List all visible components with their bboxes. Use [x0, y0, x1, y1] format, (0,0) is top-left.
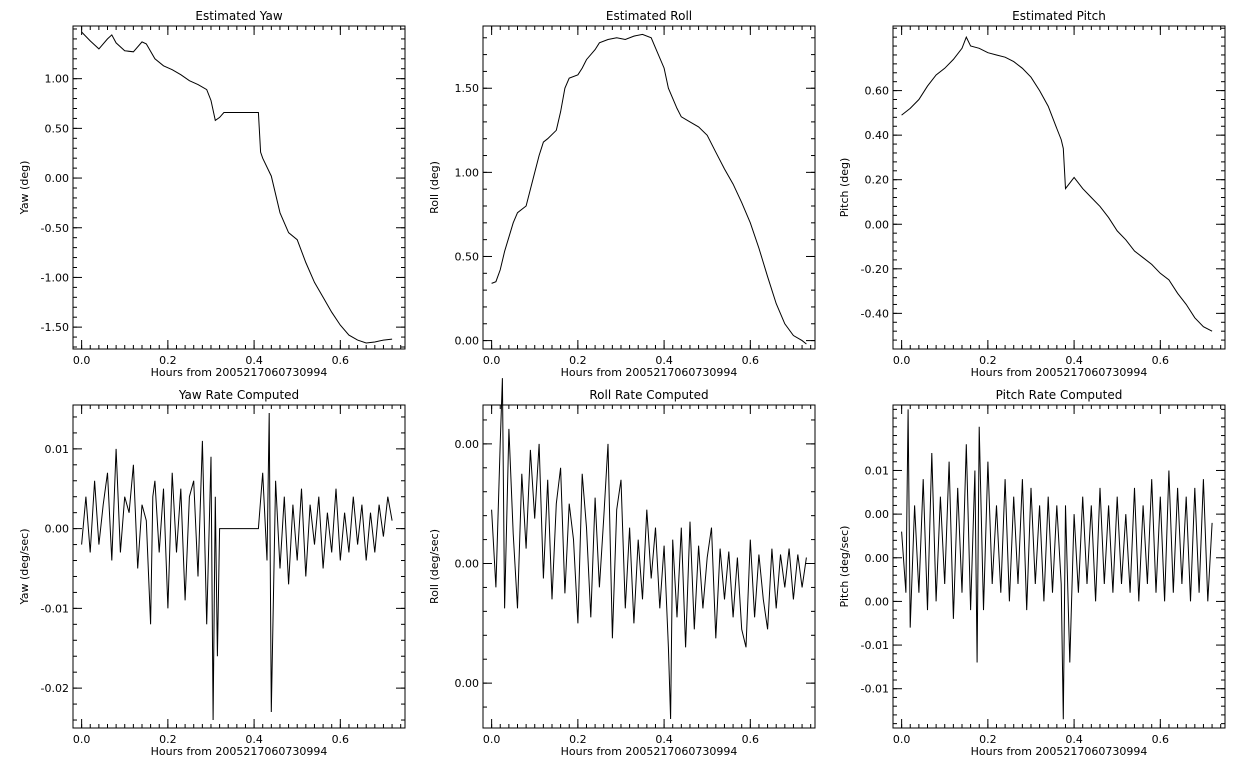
yaw-rate-x-tick-label: 0.6 — [332, 733, 350, 746]
pitch-rate-plot-frame — [892, 404, 1226, 729]
roll-rate-y-tick-label: 0.00 — [455, 677, 480, 690]
yaw-title: Estimated Yaw — [195, 9, 282, 23]
pitch-plot-frame — [892, 25, 1226, 350]
pitch-x-tick-label: 0.0 — [893, 354, 911, 367]
roll-rate-title: Roll Rate Computed — [589, 388, 708, 402]
roll-rate-x-tick-label: 0.6 — [742, 733, 760, 746]
pitch-x-tick-label: 0.2 — [979, 354, 997, 367]
yaw-rate-y-tick-label: -0.01 — [41, 602, 69, 615]
pitch-rate-x-axis-label: Hours from 2005217060730994 — [971, 745, 1148, 758]
pitch-rate-x-tick-label: 0.2 — [979, 733, 997, 746]
roll-title: Estimated Roll — [606, 9, 692, 23]
pitch-y-tick-label: -0.40 — [861, 307, 889, 320]
pitch-rate-series-line — [901, 409, 1213, 720]
yaw-y-tick-label: 0.50 — [45, 122, 70, 135]
yaw-x-tick-label: 0.0 — [73, 354, 91, 367]
yaw-y-tick-label: 1.00 — [45, 73, 70, 86]
yaw-rate-plot-frame — [72, 404, 406, 729]
yaw-y-tick-label: -1.50 — [41, 321, 69, 334]
roll-rate-x-tick-label: 0.0 — [483, 733, 501, 746]
yaw-rate-x-axis-label: Hours from 2005217060730994 — [151, 745, 328, 758]
roll-x-tick-label: 0.2 — [569, 354, 587, 367]
yaw-series-line — [81, 31, 393, 344]
roll-rate-y-axis-label: Roll (deg/sec) — [428, 529, 441, 604]
pitch-rate-y-tick-label: 0.00 — [865, 552, 890, 565]
pitch-rate-x-tick-label: 0.4 — [1065, 733, 1083, 746]
roll-rate-y-tick-label: 0.00 — [455, 438, 480, 451]
yaw-rate-x-tick-label: 0.4 — [245, 733, 263, 746]
roll-y-tick-label: 0.50 — [455, 250, 480, 263]
pitch-rate-y-tick-label: 0.01 — [865, 464, 890, 477]
pitch-rate-y-tick-label: 0.00 — [865, 508, 890, 521]
pitch-series-line — [901, 35, 1213, 332]
pitch-rate-x-tick-label: 0.0 — [893, 733, 911, 746]
yaw-rate-y-tick-label: 0.00 — [45, 523, 70, 536]
roll-x-axis-label: Hours from 2005217060730994 — [561, 366, 738, 379]
roll-x-tick-label: 0.0 — [483, 354, 501, 367]
panel-pitch: Estimated Pitch 0.0 0.2 0.4 0.6 0.60 0.40 0.20 0… — [838, 9, 1226, 379]
roll-x-tick-label: 0.4 — [655, 354, 673, 367]
yaw-plot-frame — [72, 25, 406, 350]
pitch-y-tick-label: 0.40 — [865, 129, 890, 142]
yaw-rate-y-tick-label: 0.01 — [45, 443, 70, 456]
yaw-y-tick-label: -1.00 — [41, 271, 69, 284]
pitch-rate-y-tick-label: 0.00 — [865, 595, 890, 608]
roll-y-tick-label: 0.00 — [455, 335, 480, 348]
yaw-y-tick-label: -0.50 — [41, 222, 69, 235]
pitch-rate-x-tick-label: 0.6 — [1152, 733, 1170, 746]
roll-y-axis-label: Roll (deg) — [428, 161, 441, 214]
pitch-rate-y-axis-label: Pitch (deg/sec) — [838, 526, 851, 608]
panel-roll-rate: Roll Rate Computed 0.0 0.2 0.4 0.6 0.00 0.00 0.… — [428, 378, 816, 758]
pitch-x-tick-label: 0.6 — [1152, 354, 1170, 367]
panel-yaw: Estimated Yaw 0.0 0.2 0.4 0.6 1.00 0.50 0.00 -0.… — [18, 9, 406, 379]
pitch-x-tick-label: 0.4 — [1065, 354, 1083, 367]
roll-rate-x-tick-label: 0.4 — [655, 733, 673, 746]
yaw-x-tick-label: 0.6 — [332, 354, 350, 367]
roll-rate-x-tick-label: 0.2 — [569, 733, 587, 746]
yaw-x-axis-label: Hours from 2005217060730994 — [151, 366, 328, 379]
roll-rate-series-line — [491, 378, 807, 720]
yaw-rate-y-axis-label: Yaw (deg/sec) — [18, 528, 31, 605]
roll-series-line — [491, 33, 807, 345]
panel-roll: Estimated Roll 0.0 0.2 0.4 0.6 0.00 0.50 1.00 1.… — [428, 9, 816, 379]
pitch-title: Estimated Pitch — [1012, 9, 1106, 23]
yaw-rate-x-tick-label: 0.2 — [159, 733, 177, 746]
roll-rate-x-axis-label: Hours from 2005217060730994 — [561, 745, 738, 758]
pitch-rate-y-tick-label: -0.01 — [861, 683, 889, 696]
roll-plot-frame — [482, 25, 816, 350]
pitch-y-tick-label: 0.20 — [865, 174, 890, 187]
pitch-y-tick-label: -0.20 — [861, 263, 889, 276]
pitch-rate-y-tick-label: -0.01 — [861, 639, 889, 652]
yaw-x-tick-label: 0.4 — [245, 354, 263, 367]
yaw-rate-title: Yaw Rate Computed — [178, 388, 299, 402]
roll-y-tick-label: 1.00 — [455, 166, 480, 179]
yaw-y-tick-label: 0.00 — [45, 172, 70, 185]
pitch-rate-title: Pitch Rate Computed — [996, 388, 1123, 402]
yaw-rate-series-line — [81, 412, 393, 721]
roll-x-tick-label: 0.6 — [742, 354, 760, 367]
yaw-x-tick-label: 0.2 — [159, 354, 177, 367]
yaw-rate-x-tick-label: 0.0 — [73, 733, 91, 746]
panel-yaw-rate: Yaw Rate Computed 0.0 0.2 0.4 0.6 0.01 0.00 -0.… — [18, 388, 406, 758]
yaw-y-axis-label: Yaw (deg) — [18, 161, 31, 216]
roll-y-tick-label: 1.50 — [455, 82, 480, 95]
yaw-rate-y-tick-label: -0.02 — [41, 682, 69, 695]
pitch-x-axis-label: Hours from 2005217060730994 — [971, 366, 1148, 379]
roll-rate-plot-frame — [482, 404, 816, 729]
roll-rate-y-tick-label: 0.00 — [455, 558, 480, 571]
pitch-y-tick-label: 0.60 — [865, 85, 890, 98]
pitch-y-tick-label: 0.00 — [865, 218, 890, 231]
panel-pitch-rate: Pitch Rate Computed 0.0 0.2 0.4 0.6 0.01 0.00 0… — [838, 388, 1226, 758]
pitch-y-axis-label: Pitch (deg) — [838, 158, 851, 218]
